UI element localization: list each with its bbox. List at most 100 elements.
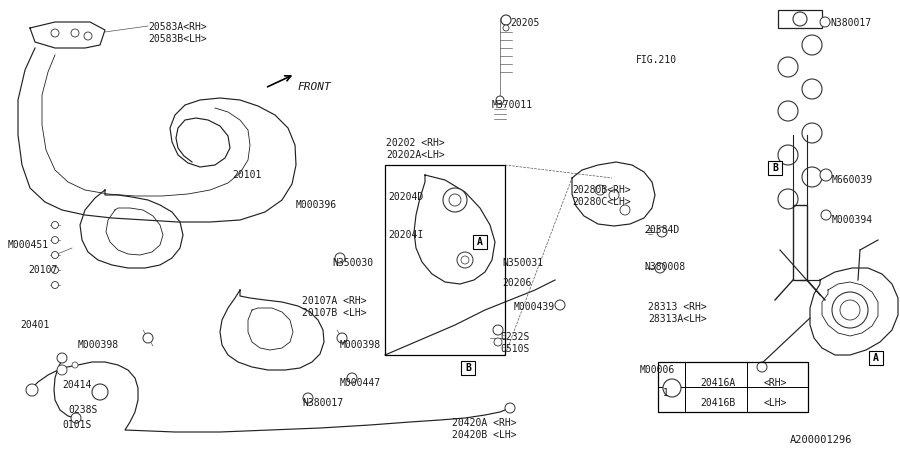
Text: A: A [477, 237, 483, 247]
Circle shape [57, 365, 67, 375]
Circle shape [663, 379, 681, 397]
Circle shape [793, 12, 807, 26]
Text: M000439: M000439 [514, 302, 555, 312]
Circle shape [609, 190, 619, 200]
Text: A200001296: A200001296 [790, 435, 852, 445]
Circle shape [51, 252, 59, 258]
Circle shape [821, 210, 831, 220]
Text: FRONT: FRONT [298, 82, 332, 92]
Text: 20101: 20101 [232, 170, 261, 180]
Text: 28313 <RH>: 28313 <RH> [648, 302, 706, 312]
Circle shape [26, 384, 38, 396]
Circle shape [493, 325, 503, 335]
Text: 20107A <RH>: 20107A <RH> [302, 296, 366, 306]
Circle shape [71, 413, 81, 423]
Text: 20420B <LH>: 20420B <LH> [452, 430, 517, 440]
Text: 20204D: 20204D [388, 192, 423, 202]
Circle shape [71, 29, 79, 37]
Circle shape [335, 253, 345, 263]
Text: 20414: 20414 [62, 380, 92, 390]
Circle shape [505, 403, 515, 413]
Bar [869, 351, 883, 365]
Circle shape [449, 194, 461, 206]
Text: N350030: N350030 [332, 258, 374, 268]
Circle shape [51, 237, 59, 243]
Text: M000447: M000447 [340, 378, 381, 388]
Text: 20280B<RH>: 20280B<RH> [572, 185, 631, 195]
Circle shape [51, 282, 59, 288]
Text: N380008: N380008 [644, 262, 685, 272]
Text: 20416A: 20416A [700, 378, 735, 388]
Bar [385, 165, 505, 355]
Text: M000396: M000396 [296, 200, 338, 210]
Bar [473, 235, 487, 249]
Circle shape [457, 252, 473, 268]
Text: M370011: M370011 [492, 100, 533, 110]
Text: B: B [465, 363, 471, 373]
Circle shape [443, 188, 467, 212]
Text: 20416B: 20416B [700, 398, 735, 408]
Text: 20584D: 20584D [644, 225, 680, 235]
Text: B: B [772, 163, 778, 173]
Text: 20401: 20401 [20, 320, 50, 330]
Circle shape [832, 292, 868, 328]
Circle shape [503, 25, 509, 31]
Text: 1: 1 [663, 388, 669, 398]
Text: A: A [873, 353, 879, 363]
Bar [793, 205, 807, 280]
Circle shape [840, 300, 860, 320]
Text: <RH>: <RH> [764, 378, 788, 388]
Text: 20280C<LH>: 20280C<LH> [572, 197, 631, 207]
Text: 20107: 20107 [28, 265, 58, 275]
Text: 0510S: 0510S [500, 344, 529, 354]
Text: <LH>: <LH> [764, 398, 788, 408]
Circle shape [143, 333, 153, 343]
Text: 0232S: 0232S [500, 332, 529, 342]
Circle shape [51, 29, 59, 37]
Text: 20206: 20206 [502, 278, 531, 288]
Circle shape [303, 393, 313, 403]
Circle shape [757, 362, 767, 372]
Text: 20583B<LH>: 20583B<LH> [148, 34, 207, 44]
Circle shape [84, 32, 92, 40]
Text: M00006: M00006 [640, 365, 675, 375]
Bar [461, 361, 475, 375]
Circle shape [496, 96, 504, 104]
Text: M000398: M000398 [78, 340, 119, 350]
Text: N350031: N350031 [502, 258, 543, 268]
Text: 20202A<LH>: 20202A<LH> [386, 150, 445, 160]
Text: M000394: M000394 [832, 215, 873, 225]
Text: M660039: M660039 [832, 175, 873, 185]
Circle shape [555, 300, 565, 310]
Text: 20420A <RH>: 20420A <RH> [452, 418, 517, 428]
Text: 20204I: 20204I [388, 230, 423, 240]
Circle shape [51, 266, 59, 274]
Circle shape [820, 169, 832, 181]
Text: 0101S: 0101S [62, 420, 92, 430]
Text: 28313A<LH>: 28313A<LH> [648, 314, 706, 324]
Circle shape [820, 17, 830, 27]
Circle shape [501, 15, 511, 25]
Circle shape [461, 256, 469, 264]
Circle shape [57, 353, 67, 363]
Circle shape [337, 333, 347, 343]
Circle shape [595, 185, 605, 195]
Text: 20202 <RH>: 20202 <RH> [386, 138, 445, 148]
Bar [768, 161, 782, 175]
Circle shape [72, 362, 78, 368]
Circle shape [657, 227, 667, 237]
Circle shape [620, 205, 630, 215]
Text: M000451: M000451 [8, 240, 50, 250]
Circle shape [655, 263, 665, 273]
Text: 20583A<RH>: 20583A<RH> [148, 22, 207, 32]
Bar [778, 10, 822, 28]
Text: N380017: N380017 [302, 398, 343, 408]
Circle shape [347, 373, 357, 383]
Text: 0238S: 0238S [68, 405, 97, 415]
Text: M000398: M000398 [340, 340, 381, 350]
Circle shape [494, 338, 502, 346]
Circle shape [92, 384, 108, 400]
Bar [658, 362, 808, 412]
Text: 20107B <LH>: 20107B <LH> [302, 308, 366, 318]
Text: FIG.210: FIG.210 [636, 55, 677, 65]
